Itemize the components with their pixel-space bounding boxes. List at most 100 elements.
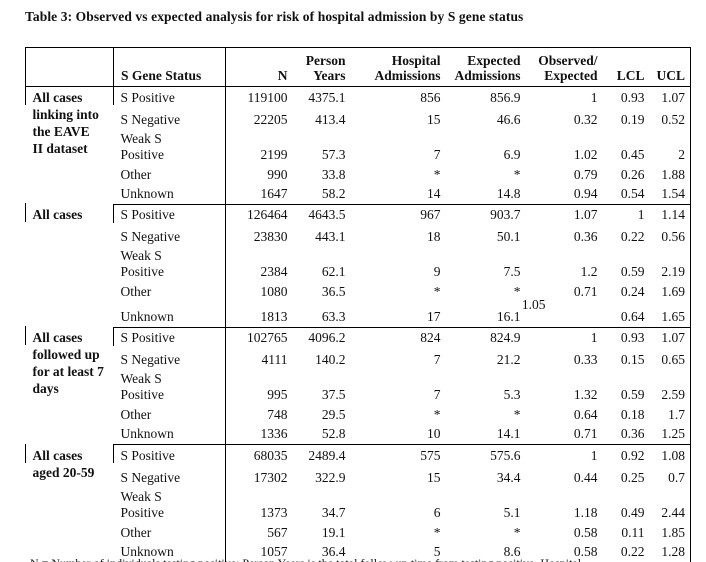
hospital-admissions-cell: 967 xyxy=(350,203,446,225)
ucl-cell: 2 xyxy=(649,129,691,165)
person-years-cell: 2489.4 xyxy=(292,444,351,466)
lcl-cell: 0.59 xyxy=(620,387,645,402)
person-years-cell: 4096.2 xyxy=(292,326,351,348)
lcl-cell: 0.22 xyxy=(620,229,645,244)
hospital-admissions-cell: * xyxy=(433,407,441,422)
hospital-admissions-cell: 15 xyxy=(427,469,441,485)
ucl-cell: 1.25 xyxy=(649,425,691,445)
person-years-cell: 34.7 xyxy=(321,504,346,520)
person-years-cell: 19.1 xyxy=(321,524,346,540)
person-years-cell: 140.2 xyxy=(315,352,346,367)
person-years-cell: 63.3 xyxy=(321,308,346,324)
hospital-admissions-cell: * xyxy=(433,524,441,540)
status-cell: Other xyxy=(120,524,152,540)
expected-admissions-cell: 21.2 xyxy=(496,352,521,367)
hospital-admissions-cell: 7 xyxy=(433,352,441,367)
hospital-admissions-cell: 824 xyxy=(350,326,446,348)
hospital-admissions-cell: 7 xyxy=(433,387,441,402)
table-body: All cases linking into the EAVE II datas… xyxy=(24,85,691,562)
lcl-cell: 0.15 xyxy=(620,352,645,367)
hospital-admissions-cell: 7 xyxy=(433,146,441,162)
expected-admissions-cell: 5.3 xyxy=(503,387,521,402)
expected-admissions-cell: * xyxy=(513,284,521,299)
n-cell: 102765 xyxy=(225,326,293,348)
table-row: All cases followed up for at least 7 day… xyxy=(24,326,691,396)
expected-admissions-cell: 5.1 xyxy=(503,504,521,520)
person-years-cell: 413.4 xyxy=(315,111,346,127)
status-cell: S Positive xyxy=(112,203,226,225)
section-label: All cases aged 20-59 xyxy=(24,443,114,562)
table-row: All cases S Positive 126464 4643.5 967 903.7 1… xyxy=(24,203,691,225)
section-label: All cases xyxy=(24,203,114,327)
observed-expected-cell: 0.64 xyxy=(573,407,598,422)
person-years-cell: 36.5 xyxy=(321,284,346,299)
person-years-cell: 33.8 xyxy=(321,166,346,182)
expected-admissions-cell: 34.4 xyxy=(496,469,521,485)
lcl-cell: 0.18 xyxy=(620,407,645,422)
ucl-cell: 1.88 xyxy=(649,164,691,185)
table-container: S Gene Status N Person Years Hospital Ad… xyxy=(24,47,691,562)
expected-admissions-cell: * xyxy=(513,407,521,422)
hospital-admissions-cell: * xyxy=(433,284,441,299)
footnote: N = Number of individuals testing positi… xyxy=(30,556,581,562)
status-cell: Weak S Positive xyxy=(120,488,165,520)
status-cell: S Positive xyxy=(112,444,226,466)
observed-expected-cell: 0.71 xyxy=(573,426,598,441)
observed-expected-cell: 0.32 xyxy=(573,111,598,127)
observed-expected-raised-value: 1.05 xyxy=(521,296,546,312)
table-row: Unknown 1813 63.3 17 16.1 1.05 0.64 1.65 xyxy=(26,297,691,327)
n-cell: 748 xyxy=(225,405,293,425)
n-cell: 990 xyxy=(225,164,293,185)
expected-admissions-cell: 46.6 xyxy=(496,111,521,127)
n-cell: 1080 xyxy=(225,282,293,302)
n-cell: 17302 xyxy=(225,465,293,488)
lcl-cell: 0.24 xyxy=(620,284,645,299)
person-years-cell: 4643.5 xyxy=(292,203,351,225)
ucl-cell: 1.14 xyxy=(649,203,691,225)
ucl-cell: 1.85 xyxy=(649,522,691,543)
observed-expected-cell: 1.18 xyxy=(573,504,598,520)
hospital-admissions-cell: 6 xyxy=(433,504,441,520)
observed-expected-cell: 1 xyxy=(525,326,603,348)
table-row: Weak S Positive 995 37.5 7 5.3 1.32 0.59 2.59 xyxy=(26,370,691,405)
status-cell: Unknown xyxy=(120,185,174,201)
person-years-cell: 443.1 xyxy=(315,229,346,244)
status-cell: Other xyxy=(120,166,152,182)
observed-expected-cell: 0.71 xyxy=(573,284,598,299)
status-cell: Weak S Positive xyxy=(120,130,165,162)
lcl-cell: 0.54 xyxy=(620,185,645,201)
col-header-observed-expected: Observed/ Expected xyxy=(525,47,603,87)
n-cell: 23830 xyxy=(225,225,293,247)
expected-admissions-cell: 50.1 xyxy=(496,229,521,244)
table-row: Weak S Positive 1373 34.7 6 5.1 1.18 0.49 2.44 xyxy=(26,487,691,523)
n-cell: 126464 xyxy=(225,203,293,225)
ucl-cell: 1.69 xyxy=(649,282,691,302)
table-row: S Negative 22205 413.4 15 46.6 0.32 0.19 0.52 xyxy=(26,107,691,130)
col-header-expected-admissions: Expected Admissions xyxy=(445,47,526,87)
expected-admissions-cell: 14.8 xyxy=(496,185,521,201)
person-years-cell: 29.5 xyxy=(321,407,346,422)
hospital-admissions-cell: 10 xyxy=(427,426,441,441)
ucl-cell: 1.7 xyxy=(649,405,691,425)
ucl-cell: 0.56 xyxy=(649,225,691,247)
col-header-ucl: UCL xyxy=(649,47,691,87)
observed-expected-cell: 1 xyxy=(525,86,603,108)
hospital-admissions-cell: 15 xyxy=(427,111,441,127)
hospital-admissions-cell: * xyxy=(433,166,441,182)
person-years-cell: 36.4 xyxy=(292,542,351,562)
table-row: Weak S Positive 2384 62.1 9 7.5 1.2 0.59 2.19 xyxy=(26,247,691,282)
observed-expected-cell: 1.32 xyxy=(573,387,598,402)
ucl-cell: 0.65 xyxy=(649,348,691,370)
col-header-group xyxy=(25,47,114,87)
n-cell: 1813 xyxy=(225,302,293,327)
table-row: Other 748 29.5 * * 0.64 0.18 1.7 xyxy=(26,405,691,425)
expected-admissions-cell: 856.9 xyxy=(445,86,526,108)
expected-admissions-cell: * xyxy=(513,166,521,182)
lcl-cell: 0.25 xyxy=(620,469,645,485)
status-cell: S Negative xyxy=(120,469,181,485)
status-cell: Unknown xyxy=(113,542,226,562)
lcl-cell: 0.64 xyxy=(620,308,645,324)
ucl-cell: 1.08 xyxy=(649,444,691,466)
lcl-cell: 0.22 xyxy=(602,542,650,562)
